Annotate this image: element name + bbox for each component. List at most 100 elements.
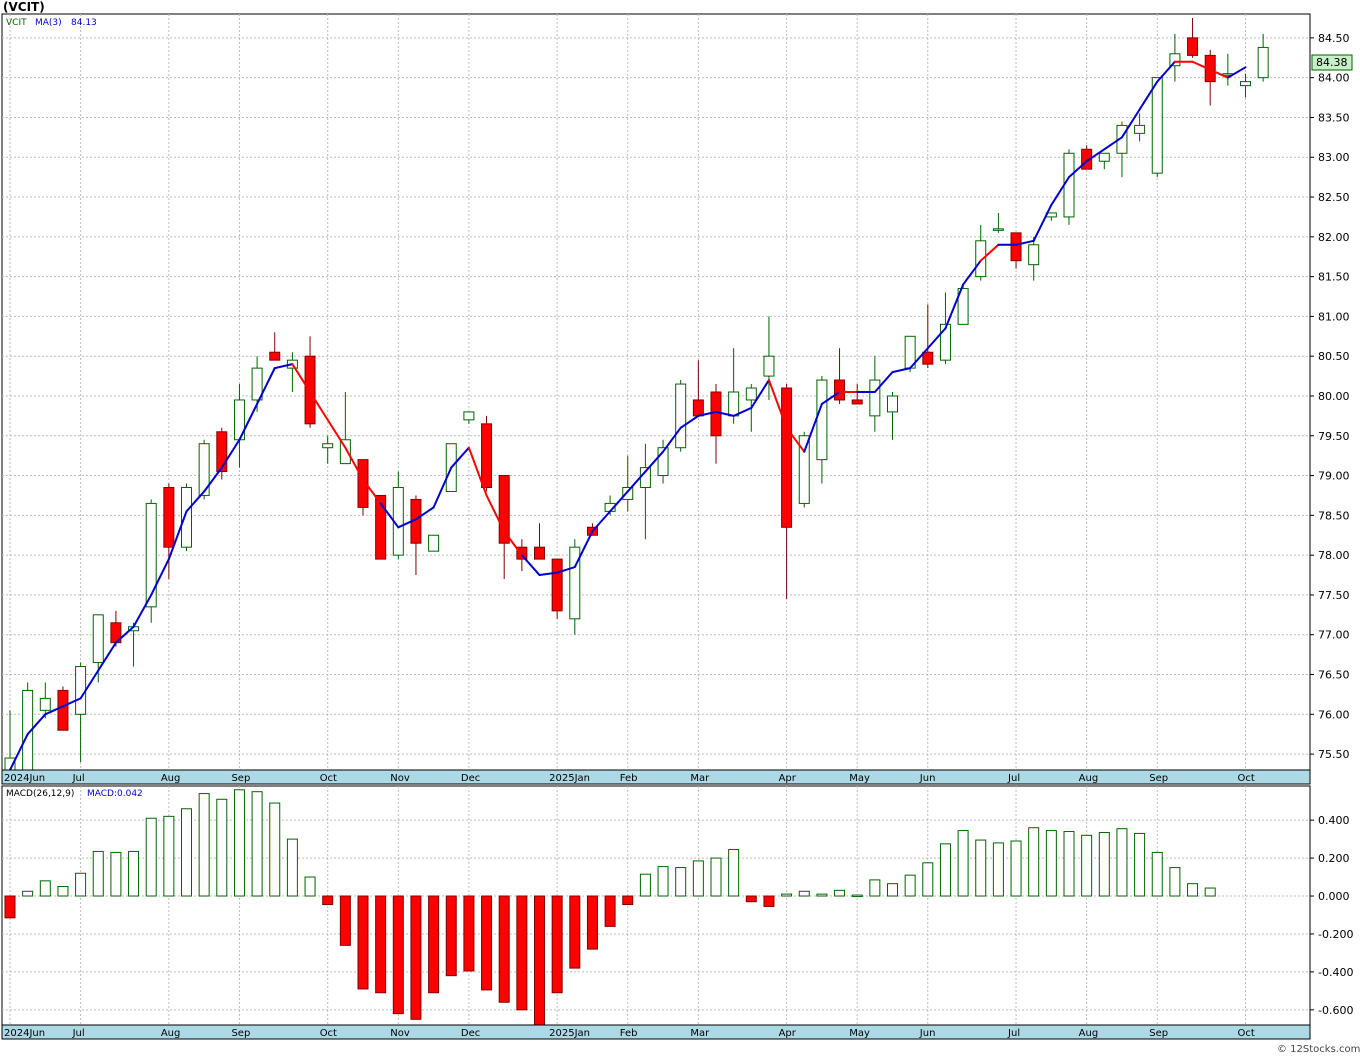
price-x-tick-label: Sep (231, 773, 250, 784)
price-y-tick-label: 78.50 (1318, 509, 1350, 522)
macd-bar-positive (1187, 883, 1199, 897)
macd-bar-positive (286, 838, 298, 897)
ma-segment (644, 450, 665, 473)
macd-bar-positive (639, 873, 651, 897)
macd-y-tick-label: -0.400 (1318, 966, 1353, 979)
macd-bar-negative (339, 895, 351, 946)
price-x-tick-label: May (849, 773, 870, 784)
ma-segment (273, 363, 294, 370)
candle-up (1169, 53, 1181, 67)
price-x-tick-label: Oct (320, 773, 337, 784)
macd-bar-positive (233, 789, 245, 897)
price-x-tick-label: Aug (161, 773, 181, 784)
ma-segment (150, 558, 170, 596)
candle-down (692, 399, 704, 417)
macd-bar-negative (622, 895, 634, 906)
ma-segment (362, 478, 382, 505)
macd-bar-negative (410, 895, 422, 1020)
ma-segment (467, 446, 488, 497)
macd-bar-positive (869, 879, 881, 897)
macd-bar-negative (516, 895, 528, 1011)
macd-bar-negative (428, 895, 440, 994)
macd-bar-positive (657, 866, 669, 897)
macd-x-tick-label: Oct (1238, 1028, 1255, 1039)
price-x-tick-label: 2025Jan (549, 773, 590, 784)
legend-ma-label: MA(3) (35, 18, 62, 28)
price-y-tick-label: 80.50 (1318, 350, 1350, 363)
ma-segment (450, 446, 470, 469)
macd-bar-positive (1151, 851, 1163, 897)
macd-bar-positive (957, 830, 969, 897)
ma-segment (344, 446, 364, 481)
ma-segment (520, 554, 541, 577)
macd-bar-negative (375, 895, 387, 994)
macd-bar-positive (198, 793, 210, 897)
candle-down (534, 546, 545, 560)
price-x-tick-label: Nov (390, 773, 410, 784)
ma-segment (1120, 108, 1141, 139)
ma-segment (1068, 160, 1088, 179)
candle-up (322, 443, 334, 449)
macd-x-tick-label: Jul (72, 1028, 85, 1039)
price-y-tick-label: 82.00 (1318, 231, 1350, 244)
macd-y-tick-label: 0.400 (1318, 814, 1350, 827)
ma-segment (944, 283, 965, 330)
price-x-tick-label: Dec (461, 773, 480, 784)
ma-segment (1209, 68, 1229, 79)
ma-segment (697, 410, 717, 417)
macd-x-tick-label: Jul (1007, 1028, 1020, 1039)
ma-segment (979, 243, 1000, 262)
macd-x-tick-label: Sep (1149, 1028, 1168, 1039)
candle-up (992, 228, 1004, 231)
macd-bar-positive (1045, 830, 1057, 897)
candle-up (1240, 81, 1251, 87)
ma-segment (1191, 60, 1212, 71)
watermark: © 12Stocks.com (1277, 1044, 1360, 1055)
candle-down (516, 546, 528, 560)
ma-segment (1050, 176, 1070, 206)
ma-segment (715, 410, 735, 417)
price-y-tick-label: 84.50 (1318, 32, 1350, 45)
candle-down (498, 475, 510, 544)
ma-segment (785, 426, 806, 453)
macd-bar-positive (1063, 831, 1075, 897)
macd-y-tick-label: 0.000 (1318, 890, 1350, 903)
macd-x-tick-label: Oct (320, 1028, 337, 1039)
ma-segment (167, 510, 188, 561)
macd-bar-positive (57, 886, 69, 897)
ma-segment (909, 347, 929, 370)
candle-up (657, 447, 669, 477)
candle-up (1257, 46, 1269, 79)
ma-segment (556, 566, 576, 574)
candle-down (163, 486, 175, 548)
macd-bar-negative (4, 895, 16, 919)
candle-up (339, 439, 351, 465)
macd-x-tick-label: Dec (461, 1028, 480, 1039)
price-y-tick-label: 78.00 (1318, 549, 1350, 562)
price-x-tick-label: Sep (1149, 773, 1168, 784)
ma-segment (397, 518, 417, 529)
ma-segment (9, 733, 29, 771)
macd-bar-positive (163, 815, 175, 897)
macd-bar-negative (481, 895, 493, 991)
candle-down (57, 689, 69, 731)
ma-segment (750, 379, 770, 409)
ma-segment (97, 641, 117, 672)
candle-up (622, 486, 634, 500)
price-y-tick-label: 80.00 (1318, 390, 1350, 403)
candle-up (181, 486, 192, 548)
macd-bar-positive (145, 817, 157, 897)
macd-bar-negative (498, 895, 510, 1003)
candle-down (1010, 232, 1022, 262)
macd-bar-positive (110, 851, 122, 897)
candle-down (834, 379, 846, 401)
macd-bar-positive (710, 857, 722, 897)
moving-average-line (9, 60, 1247, 771)
candle-down (551, 558, 563, 612)
price-x-tick-label: Feb (620, 773, 638, 784)
ma-segment (61, 697, 82, 708)
macd-bar-positive (216, 798, 228, 897)
macd-bar-positive (887, 883, 898, 897)
macd-bar-positive (975, 839, 987, 897)
